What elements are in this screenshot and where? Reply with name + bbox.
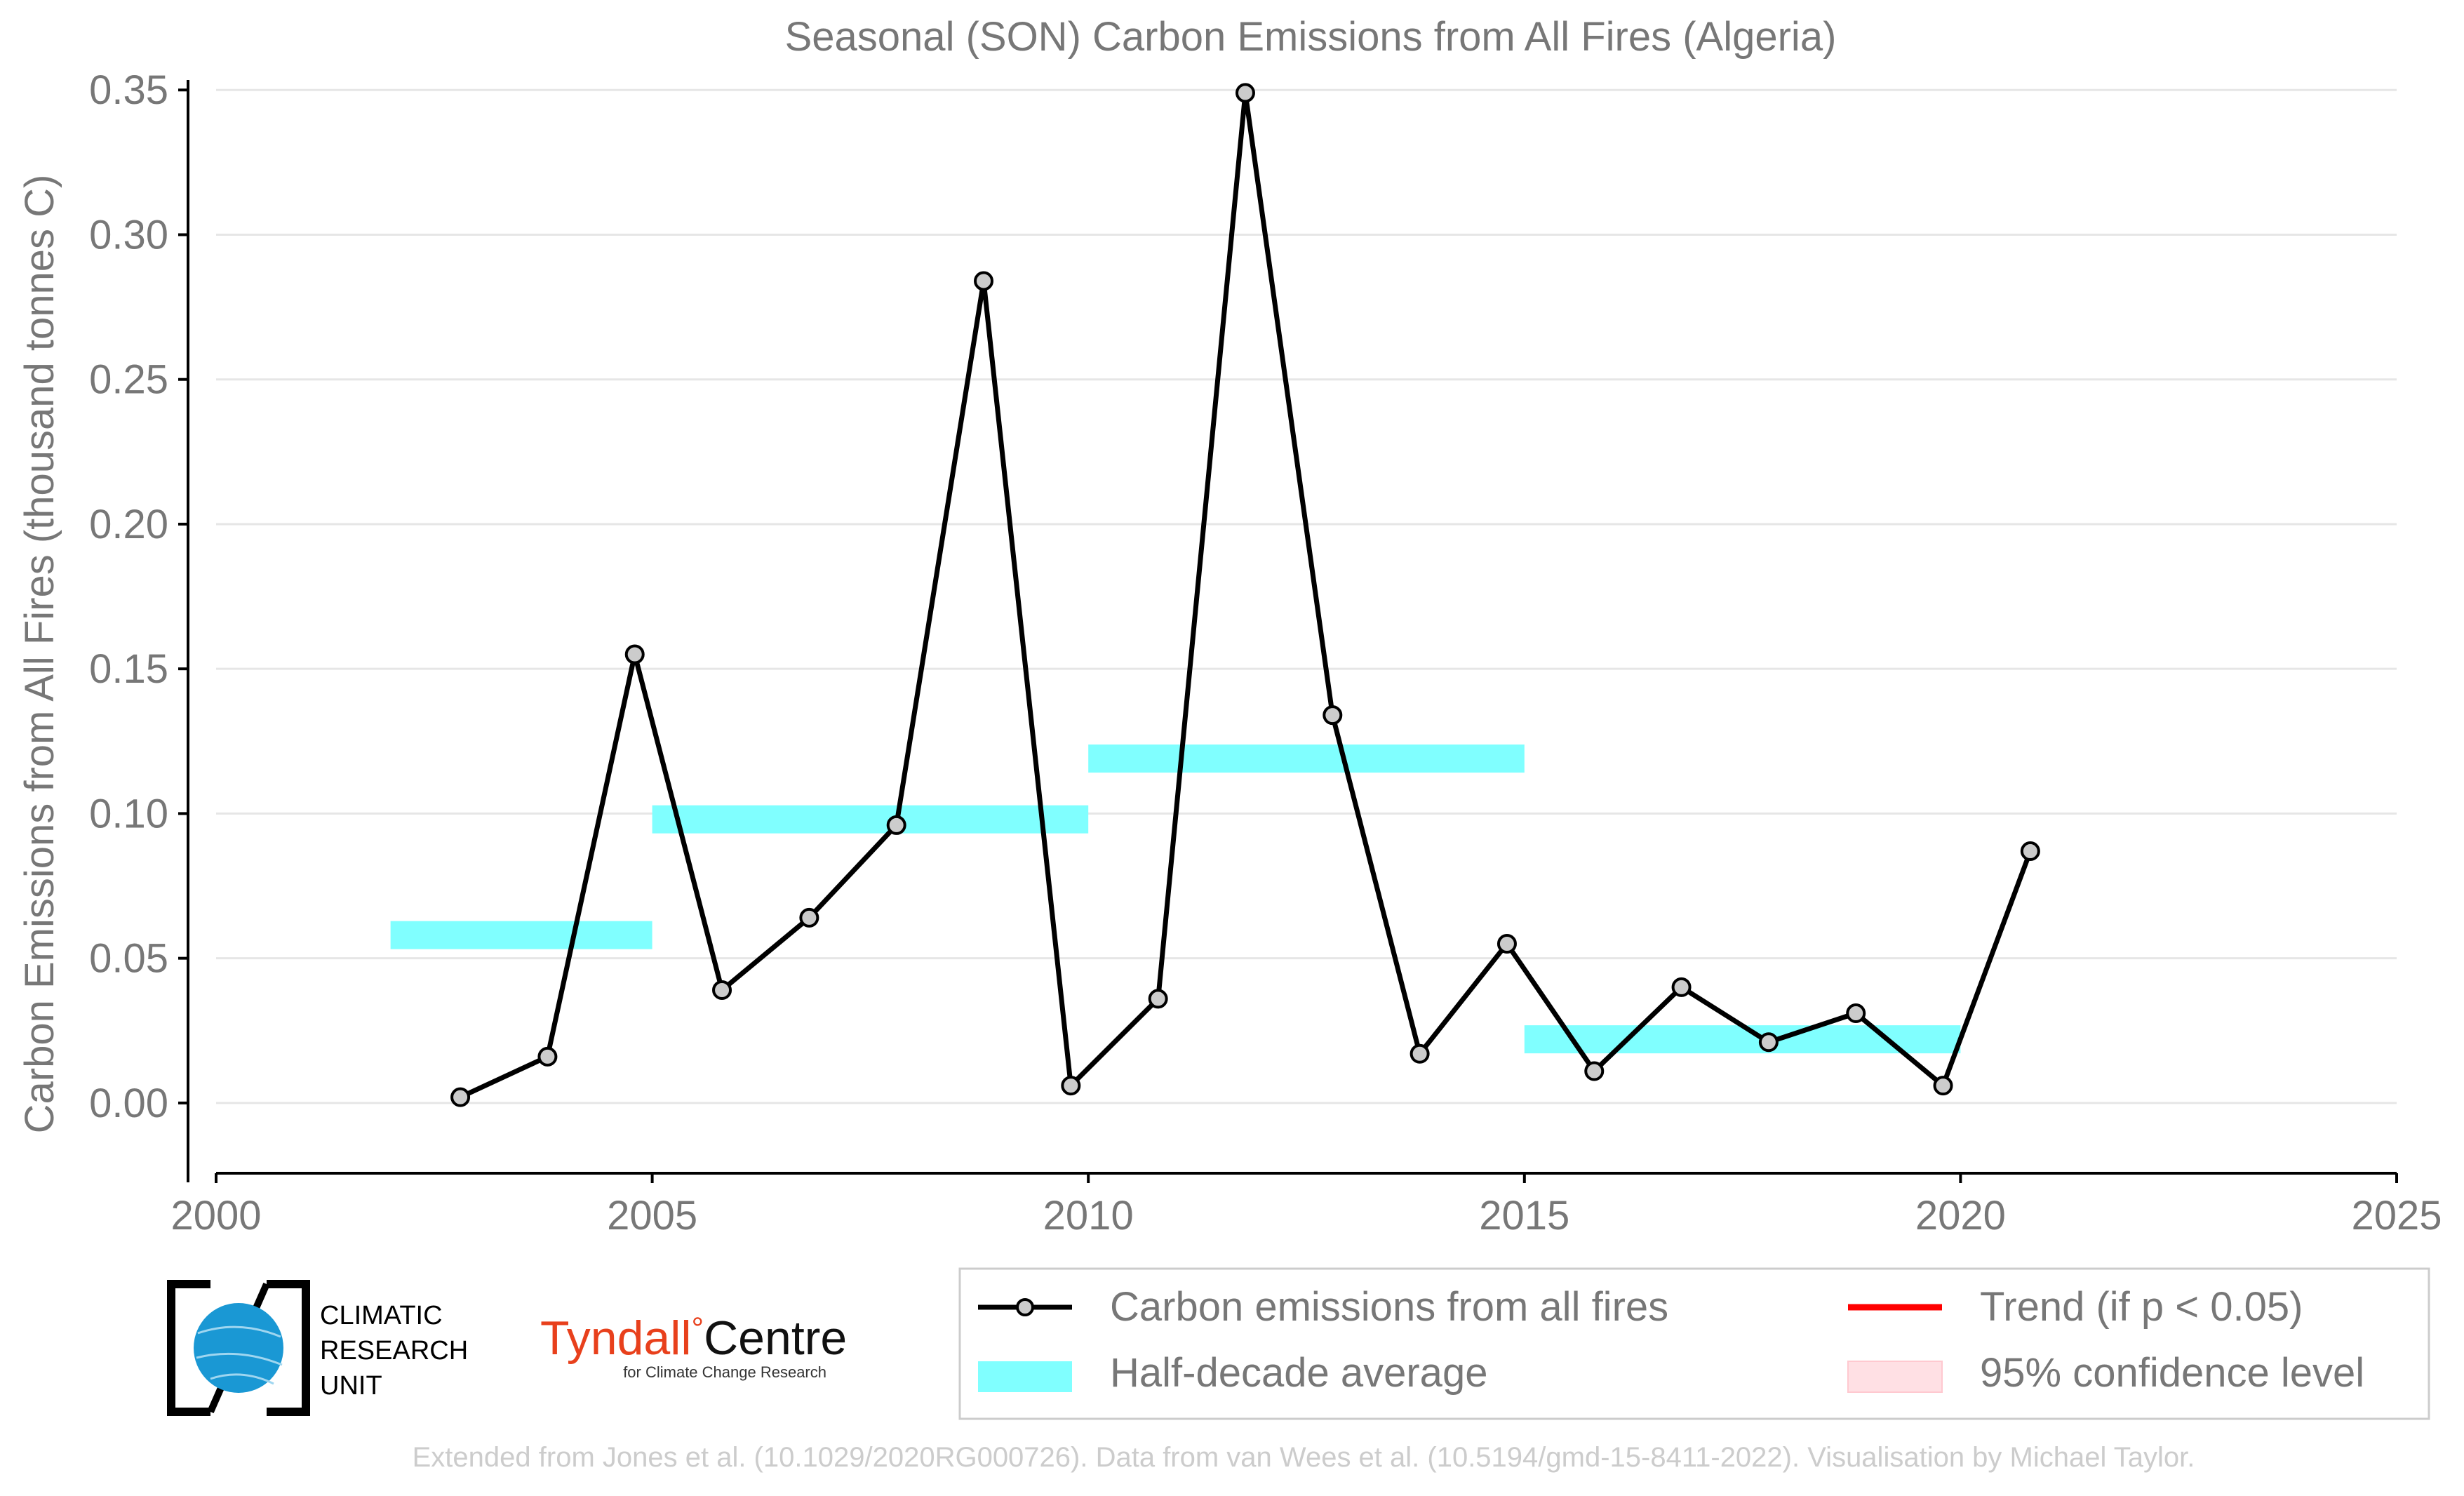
y-tick-label-0: 0.00 — [89, 1081, 168, 1126]
svg-text:Tyndall°Centre: Tyndall°Centre — [540, 1311, 847, 1365]
emissions-point-14 — [1671, 977, 1692, 997]
tyndall-name-a: Tyndall — [540, 1311, 691, 1365]
legend-frame — [958, 1267, 2430, 1420]
cru-logo-line1: CLIMATIC — [320, 1301, 443, 1330]
emissions-point-16 — [1846, 1003, 1866, 1024]
emissions-point-3 — [712, 980, 732, 1001]
legend-marker-emissions — [1016, 1298, 1034, 1316]
tyndall-logo: Tyndall°Centre for Climate Change Resear… — [540, 1311, 847, 1381]
legend-swatch-half-decade — [978, 1361, 1072, 1392]
cru-logo-line2: RESEARCH — [320, 1336, 468, 1365]
half-decade-bar-2 — [1088, 744, 1525, 773]
emissions-point-4 — [799, 907, 819, 928]
emissions-point-8 — [1148, 989, 1168, 1009]
legend-label-confidence: 95% confidence level — [1980, 1350, 2364, 1396]
x-tick-label-5: 2025 — [2351, 1193, 2442, 1238]
y-tick-label-7: 0.35 — [89, 67, 168, 113]
legend-swatch-confidence — [1847, 1361, 1943, 1393]
x-tick-label-1: 2005 — [607, 1193, 697, 1238]
x-tick-labels: 2000 2005 2010 2015 2020 2025 — [170, 1193, 2442, 1238]
credit-text: Extended from Jones et al. (10.1029/2020… — [413, 1442, 2195, 1473]
emissions-point-12 — [1497, 934, 1517, 954]
half-decade-bar-0 — [390, 921, 652, 949]
emissions-point-0 — [450, 1087, 471, 1107]
y-tick-label-2: 0.10 — [89, 791, 168, 836]
globe-icon — [194, 1303, 283, 1393]
emissions-point-1 — [537, 1046, 558, 1067]
tyndall-subtitle: for Climate Change Research — [623, 1363, 826, 1381]
emissions-point-5 — [886, 815, 906, 835]
emissions-point-17 — [1933, 1076, 1953, 1096]
half-decade-average-bars — [390, 744, 1961, 1054]
tyndall-degree: ° — [691, 1311, 704, 1346]
emissions-point-7 — [1061, 1076, 1081, 1096]
y-tick-labels: 0.00 0.05 0.10 0.15 0.20 0.25 0.30 0.35 — [89, 67, 168, 1126]
y-axis-label: Carbon Emissions from All Fires (thousan… — [17, 175, 62, 1134]
half-decade-bar-3 — [1524, 1025, 1961, 1054]
cru-logo: CLIMATIC RESEARCH UNIT — [167, 1280, 468, 1416]
y-tick-label-1: 0.05 — [89, 936, 168, 982]
x-tick-label-0: 2000 — [170, 1193, 261, 1238]
emissions-point-2 — [624, 644, 645, 664]
emissions-point-9 — [1235, 83, 1255, 103]
y-tick-label-3: 0.15 — [89, 646, 168, 692]
gridlines — [216, 88, 2397, 1104]
legend: Carbon emissions from all fires Trend (i… — [958, 1267, 2430, 1420]
emissions-point-6 — [974, 271, 994, 291]
y-tick-label-4: 0.20 — [89, 502, 168, 547]
emissions-point-10 — [1323, 705, 1343, 726]
x-tick-label-4: 2020 — [1915, 1193, 2006, 1238]
y-tick-label-6: 0.30 — [89, 212, 168, 258]
emissions-point-15 — [1758, 1032, 1779, 1053]
chart-title: Seasonal (SON) Carbon Emissions from All… — [785, 14, 1837, 60]
legend-label-half-decade: Half-decade average — [1110, 1350, 1487, 1396]
legend-label-emissions: Carbon emissions from all fires — [1110, 1284, 1668, 1330]
legend-label-trend: Trend (if p < 0.05) — [1980, 1284, 2303, 1330]
y-tick-label-5: 0.25 — [89, 357, 168, 403]
emissions-point-13 — [1584, 1061, 1605, 1081]
axes — [178, 80, 2398, 1183]
cru-logo-line3: UNIT — [320, 1371, 382, 1401]
half-decade-bar-1 — [652, 805, 1089, 834]
x-tick-label-2: 2010 — [1043, 1193, 1134, 1238]
tyndall-name-b: Centre — [704, 1311, 847, 1365]
emissions-point-18 — [2020, 841, 2040, 862]
x-tick-label-3: 2015 — [1479, 1193, 1569, 1238]
emissions-series — [450, 83, 2040, 1107]
emissions-point-11 — [1410, 1043, 1430, 1064]
